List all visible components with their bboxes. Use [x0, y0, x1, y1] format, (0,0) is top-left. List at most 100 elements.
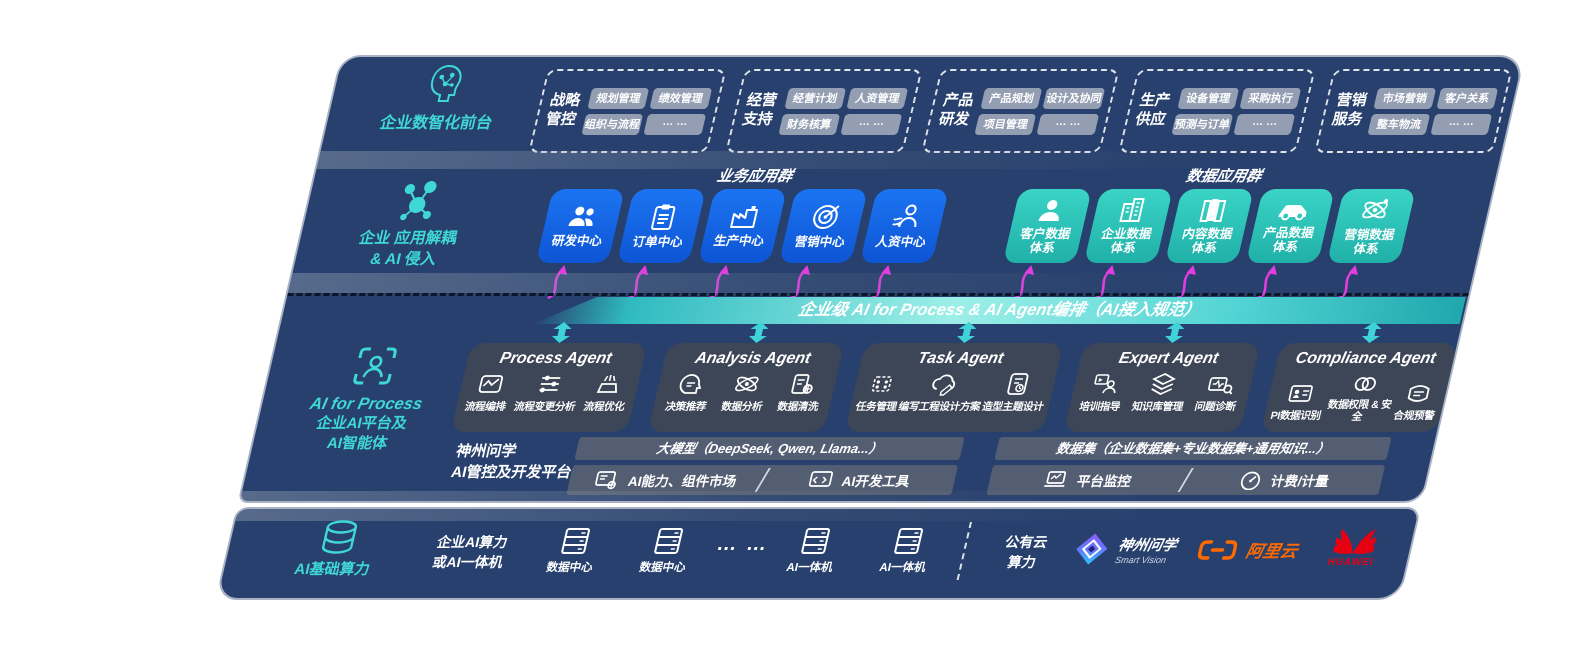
agent-item: 流程编排 — [463, 372, 514, 414]
model-platform-group: 大模型（DeepSeek, Qwen, Llama...） AI能力、组件市场 — [566, 437, 965, 495]
diagnosis-icon — [1207, 377, 1232, 395]
server-icon — [654, 528, 684, 554]
main-panel: 企业数智化前台 战略 管控 规划管理 绩效管理 组织与流程 … … 经营 支持 — [237, 55, 1526, 503]
tile-production-center: 生产中心 — [697, 189, 787, 299]
app-layer-side-label: 企业 应用解耦 & AI 侵入 — [303, 179, 519, 271]
hr-people-icon — [892, 204, 917, 228]
chip: 经营计划 — [784, 87, 847, 109]
compliance-agent-card: Compliance Agent PI数据识别 — [1260, 322, 1458, 433]
aliyun-name: 阿里云 — [1244, 542, 1300, 561]
enterprise-compute-label: 企业AI算力 或AI一体机 — [431, 534, 510, 570]
group-chips: 经营计划 人资管理 财务核算 … … — [778, 87, 909, 135]
front-office-label: 企业数智化前台 — [378, 115, 494, 132]
front-office-groups: 战略 管控 规划管理 绩效管理 组织与流程 … … 经营 支持 经营计划 人资管理 … — [528, 69, 1513, 153]
marketing-target-icon — [813, 205, 840, 229]
group-operation: 经营 支持 经营计划 人资管理 财务核算 … … — [724, 69, 923, 153]
chip: 整车物流 — [1367, 113, 1430, 135]
magenta-flow-arrow — [871, 265, 892, 299]
tile-hr-center: 人资中心 — [859, 189, 949, 299]
cyan-updown-arrow — [1164, 322, 1185, 343]
customer-person-icon — [1038, 200, 1059, 221]
aifp-label-en: AI for Process — [308, 395, 425, 413]
agent-items: 流程编排 流程变更分析 流程优化 — [460, 372, 636, 414]
training-icon — [1094, 374, 1116, 394]
change-analysis-icon — [539, 375, 561, 393]
platform-monitor-cell: 平台监控 — [987, 470, 1187, 490]
business-tiles: 研发中心 订单中心 — [535, 189, 949, 299]
chip: 人资管理 — [846, 87, 909, 109]
cyan-updown-arrow — [749, 322, 769, 343]
magenta-flow-arrow — [1014, 265, 1035, 299]
app-layer-label: 企业 应用解耦 & AI 侵入 — [357, 230, 459, 268]
public-cloud-label: 公有云 算力 — [1003, 534, 1050, 570]
group-chips: 规划管理 绩效管理 组织与流程 … … — [581, 87, 712, 135]
huawei-vendor: HUAWEI — [1326, 523, 1382, 568]
agent-items: 决策推荐 数据分析 — [657, 372, 833, 414]
task-manage-icon — [871, 376, 892, 392]
ai-capability-cell: AI能力、组件市场 — [567, 470, 763, 490]
magenta-flow-arrow — [1257, 265, 1278, 299]
skewed-diagram-wrapper: 企业数智化前台 战略 管控 规划管理 绩效管理 组织与流程 … … 经营 支持 — [215, 55, 1526, 600]
chip: 采购执行 — [1239, 87, 1302, 109]
agent-items: 培训指导 知识库管理 — [1073, 372, 1249, 414]
tile-content-data: 内容数据体系 — [1164, 189, 1254, 299]
platform-side-label: 神州问学 AI管控及开发平台 — [449, 443, 574, 481]
ai-platform-side-label: AI for Process 企业AI平台及 AI智能体 — [271, 345, 464, 455]
group-marketing: 营销 服务 市场营销 客户关系 整车物流 … … — [1314, 69, 1513, 153]
group-strategy: 战略 管控 规划管理 绩效管理 组织与流程 … … — [528, 69, 727, 153]
huawei-logo — [1332, 529, 1380, 554]
component-market-icon — [594, 471, 616, 490]
molecule-icon — [399, 181, 437, 221]
agent-title: Process Agent — [498, 350, 614, 367]
chip: 预测与订单 — [1171, 113, 1234, 135]
infra-panel: AI基础算力 企业AI算力 或AI一体机 数据中心 数据中心 … … — [215, 507, 1422, 600]
chip: … … — [1430, 113, 1493, 135]
agent-items: 任务管理 编写工程设计方案 — [854, 372, 1051, 414]
chip: 市场营销 — [1373, 87, 1436, 109]
datacenter-node: 数据中心 — [621, 527, 712, 575]
magenta-flow-arrow — [628, 265, 649, 299]
chip: 产品规划 — [980, 87, 1043, 109]
agent-item: 数据分析 — [720, 372, 771, 414]
task-agent-card: Task Agent 任务管理 — [844, 322, 1064, 433]
enterprise-building-icon — [1119, 198, 1145, 222]
magenta-flow-arrow — [547, 265, 568, 299]
marketing-atom-icon — [1362, 199, 1389, 219]
chip: 客户关系 — [1436, 87, 1499, 109]
server-icon — [561, 528, 591, 554]
factory-icon — [730, 206, 759, 228]
magenta-flow-arrow — [1095, 265, 1116, 299]
data-clean-icon — [791, 374, 813, 394]
chip: 组织与流程 — [581, 113, 644, 135]
group-title: 战略 管控 — [543, 92, 583, 128]
group-product: 产品 研发 产品规划 设计及协同 项目管理 … … — [921, 69, 1120, 153]
agent-item: 数据清洗 — [776, 372, 827, 414]
chip: … … — [1036, 113, 1100, 135]
compliance-alert-icon — [1407, 385, 1431, 403]
agent-item: 知识库管理 — [1130, 372, 1191, 414]
agent-item: 培训指导 — [1078, 372, 1129, 414]
agent-item: 造型主题设计 — [981, 372, 1052, 414]
process-agent-card: Process Agent 流程编排 流程变 — [450, 322, 648, 433]
aifp-label-zh: 企业AI平台及 AI智能体 — [314, 415, 409, 453]
dev-tools-icon — [808, 471, 833, 487]
chip: 绩效管理 — [649, 87, 712, 109]
group-chips: 市场营销 客户关系 整车物流 … … — [1367, 87, 1499, 135]
infra-label: AI基础算力 — [292, 561, 372, 578]
model-bar: 大模型（DeepSeek, Qwen, Llama...） — [574, 437, 965, 460]
order-clipboard-icon — [651, 204, 676, 230]
cyan-updown-arrow — [1361, 322, 1382, 343]
server-icon — [894, 528, 924, 554]
agent-item: 问题诊断 — [1193, 372, 1244, 414]
chip: 规划管理 — [587, 87, 650, 109]
platform-monitor-icon — [1043, 471, 1066, 487]
agent-item: 流程优化 — [582, 372, 633, 414]
chip: … … — [643, 113, 706, 135]
chip: 项目管理 — [974, 113, 1037, 135]
theme-design-icon — [1007, 373, 1029, 395]
dataset-cells: 平台监控 计费/计量 — [986, 465, 1386, 495]
model-cells: AI能力、组件市场 AI开发工具 — [566, 465, 959, 495]
agent-item: 编写工程设计方案 — [897, 372, 988, 414]
magenta-flow-arrow — [790, 265, 811, 299]
orchestration-bar: 企业级 AI for Process & AI Agent编排（AI接入规范） — [533, 297, 1466, 324]
